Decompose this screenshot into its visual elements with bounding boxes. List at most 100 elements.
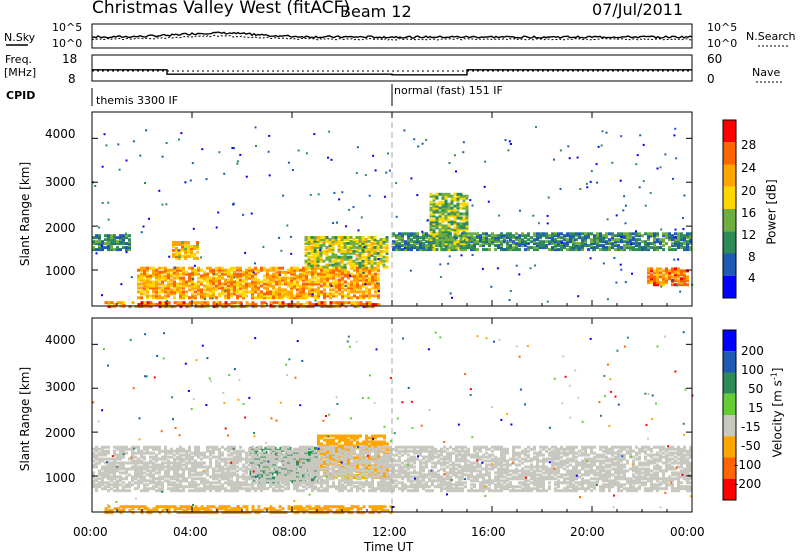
- power-cell: [305, 305, 309, 309]
- power-cell: [119, 242, 122, 246]
- power-cell: [331, 238, 335, 241]
- power-cell: [323, 296, 326, 300]
- power-cell: [410, 248, 413, 252]
- power-cell: [194, 294, 197, 298]
- velocity-cell: [110, 475, 113, 479]
- power-cell: [352, 239, 356, 243]
- velocity-cell: [119, 451, 122, 455]
- velocity-cell: [95, 453, 98, 457]
- velocity-cell: [212, 487, 215, 491]
- power-cell: [518, 240, 521, 244]
- power-noise: [103, 133, 106, 136]
- velocity-cell: [353, 436, 356, 440]
- power-cell: [209, 266, 212, 270]
- velocity-cell: [326, 438, 329, 442]
- velocity-cell: [134, 477, 137, 481]
- power-cell: [353, 284, 356, 288]
- velocity-cell: [245, 505, 249, 509]
- velocity-cell: [293, 471, 296, 475]
- power-cell: [215, 266, 218, 270]
- power-cell: [450, 210, 454, 214]
- power-cell: [310, 265, 314, 269]
- power-cell: [444, 204, 448, 208]
- power-cell: [450, 248, 454, 252]
- power-cell: [137, 305, 141, 309]
- velocity-cell: [257, 511, 261, 515]
- power-cell: [278, 276, 281, 280]
- velocity-cell: [278, 459, 281, 463]
- power-cell: [432, 194, 436, 198]
- power-cell: [284, 303, 288, 307]
- velocity-cell: [335, 511, 339, 515]
- velocity-cell: [155, 455, 158, 459]
- velocity-cell: [101, 473, 104, 477]
- velocity-cell: [326, 461, 329, 465]
- power-cell: [536, 232, 539, 236]
- power-cell: [453, 242, 457, 246]
- power-cell: [450, 196, 454, 200]
- power-cell: [332, 274, 335, 278]
- velocity-cell: [353, 456, 356, 460]
- power-noise: [590, 170, 593, 173]
- velocity-cell: [179, 507, 183, 511]
- velocity-cell: [125, 447, 128, 451]
- velocity-cell: [227, 453, 230, 457]
- velocity-cell: [113, 489, 116, 493]
- velocity-cell: [311, 507, 315, 511]
- power-cell: [441, 216, 445, 220]
- power-cell: [311, 288, 314, 292]
- power-cell: [465, 214, 469, 218]
- power-cell: [447, 204, 451, 208]
- power-cell: [131, 301, 135, 305]
- velocity-cell: [305, 463, 308, 467]
- velocity-cell: [221, 469, 224, 473]
- power-cell: [230, 280, 233, 284]
- velocity-cell: [317, 440, 320, 444]
- power-cell: [101, 248, 104, 252]
- velocity-cell: [233, 467, 236, 471]
- velocity-cell: [107, 457, 110, 461]
- power-cell: [647, 232, 650, 236]
- power-cell: [329, 268, 332, 272]
- power-cell: [677, 246, 680, 250]
- power-cell: [668, 238, 671, 242]
- power-cell: [215, 296, 218, 300]
- power-cell: [647, 277, 650, 281]
- power-cell: [272, 294, 275, 298]
- power-noise: [672, 278, 675, 281]
- velocity-cell: [356, 509, 360, 513]
- power-cell: [438, 206, 442, 210]
- power-cell: [119, 301, 123, 305]
- power-noise: [433, 229, 436, 232]
- power-cell: [338, 274, 341, 278]
- velocity-cell: [236, 481, 239, 485]
- power-cell: [254, 284, 257, 288]
- power-noise: [262, 245, 265, 248]
- power-cell: [179, 288, 182, 292]
- power-cell: [158, 276, 161, 280]
- velocity-cell: [311, 475, 314, 479]
- power-cell: [236, 266, 239, 270]
- power-cell: [356, 305, 360, 309]
- velocity-cell: [221, 507, 225, 511]
- power-cell: [453, 226, 457, 230]
- velocity-cell: [92, 485, 95, 489]
- velocity-cell: [137, 451, 140, 455]
- velocity-cell: [233, 483, 236, 487]
- velocity-cell: [272, 507, 276, 511]
- power-cell: [194, 290, 197, 294]
- power-noise: [158, 189, 161, 192]
- power-cell: [361, 239, 365, 243]
- velocity-cell: [122, 455, 125, 459]
- power-cell: [459, 228, 463, 232]
- velocity-cell: [191, 489, 194, 493]
- power-cell: [248, 276, 251, 280]
- power-cell: [293, 296, 296, 300]
- power-cell: [353, 278, 356, 282]
- power-cell: [158, 301, 162, 305]
- power-cell: [269, 276, 272, 280]
- power-cell: [352, 251, 356, 255]
- power-noise: [559, 187, 562, 190]
- velocity-cell: [158, 445, 161, 449]
- power-cell: [227, 294, 230, 298]
